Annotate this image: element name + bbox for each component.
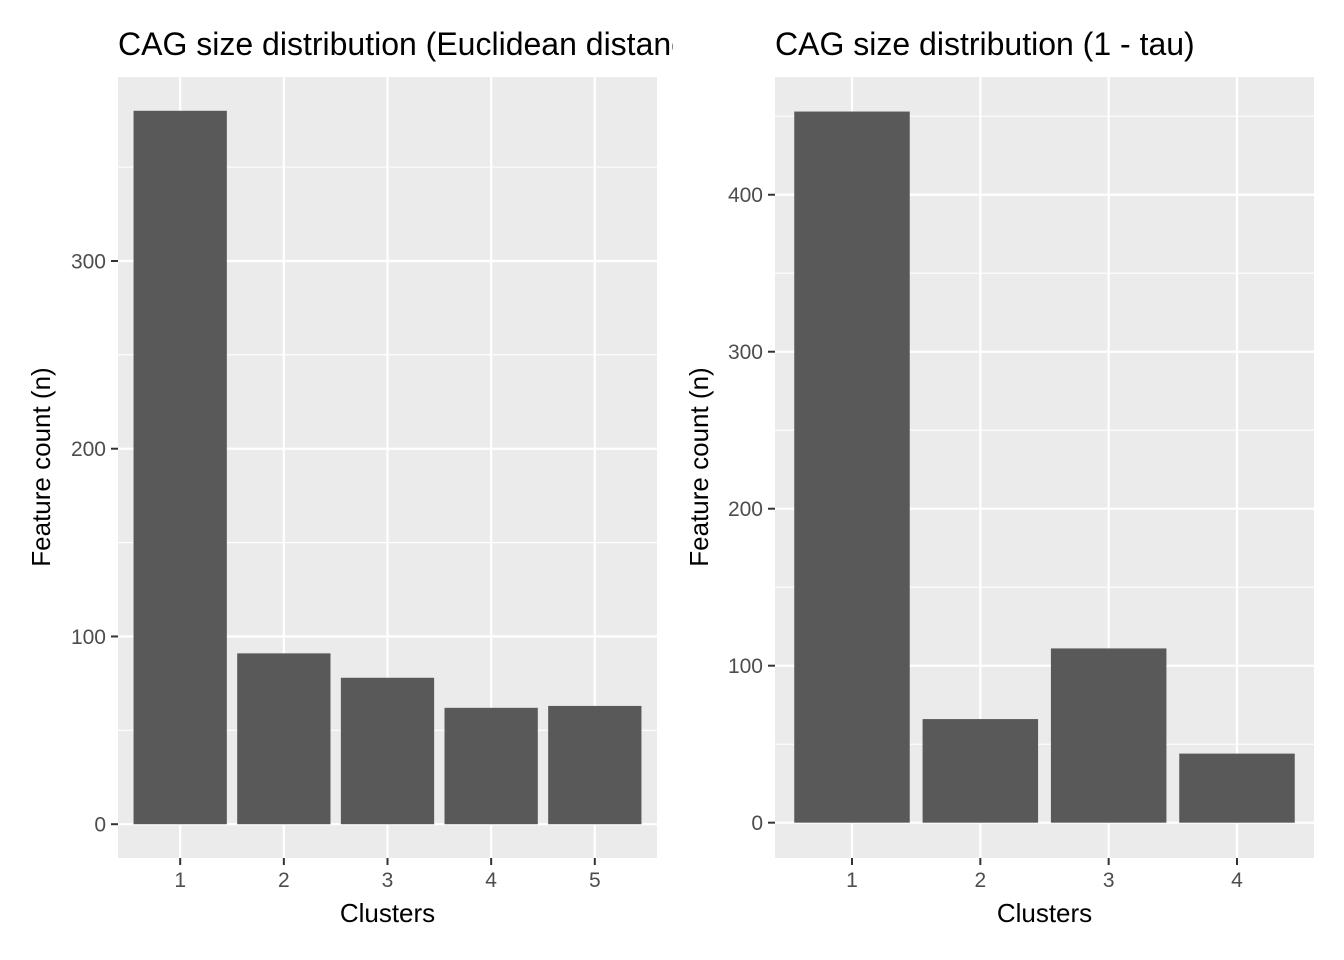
y-tick-label: 100	[71, 626, 106, 649]
x-tick-label: 3	[1103, 869, 1115, 892]
bar-cluster-4	[1179, 753, 1295, 823]
y-tick-label: 200	[71, 438, 106, 461]
bar-cluster-5	[548, 705, 642, 825]
y-tick-label: 100	[728, 655, 763, 678]
x-axis-title: Clusters	[997, 898, 1092, 928]
x-tick-label: 4	[1231, 869, 1243, 892]
y-tick-label: 0	[751, 812, 763, 835]
chart-panel-euclidean: CAG size distribution (Euclidean distanc…	[26, 26, 716, 928]
chart-title: CAG size distribution (Euclidean distanc…	[118, 26, 716, 62]
bar-cluster-3	[340, 677, 435, 825]
axes: 0 100 200 300 400 1 2 3 4	[728, 184, 1243, 892]
x-tick-label: 4	[485, 869, 497, 892]
y-axis-title: Feature count (n)	[26, 367, 56, 566]
x-tick-label: 3	[382, 869, 394, 892]
bar-cluster-2	[922, 719, 1039, 823]
chart-panel-tau: CAG size distribution (1 - tau) 0 100 200 3…	[684, 26, 1314, 928]
bar-cluster-1	[794, 111, 910, 823]
x-tick-label: 1	[174, 869, 186, 892]
y-tick-label: 0	[94, 814, 106, 837]
y-tick-label: 300	[71, 250, 106, 273]
y-tick-label: 200	[728, 498, 763, 521]
x-tick-label: 1	[846, 869, 858, 892]
chart-title: CAG size distribution (1 - tau)	[775, 26, 1195, 62]
x-tick-label: 2	[278, 869, 290, 892]
y-tick-label: 400	[728, 184, 763, 207]
y-tick-label: 300	[728, 341, 763, 364]
bars	[133, 110, 642, 825]
bar-cluster-2	[237, 653, 331, 825]
x-axis-title: Clusters	[340, 898, 435, 928]
y-axis-title: Feature count (n)	[684, 367, 714, 566]
bar-cluster-4	[444, 707, 538, 825]
x-tick-label: 2	[974, 869, 986, 892]
bar-cluster-1	[133, 110, 227, 825]
x-tick-label: 5	[589, 869, 601, 892]
axes: 0 100 200 300 1 2 3 4 5	[71, 250, 601, 892]
bars	[794, 111, 1295, 823]
bar-cluster-3	[1050, 648, 1167, 823]
